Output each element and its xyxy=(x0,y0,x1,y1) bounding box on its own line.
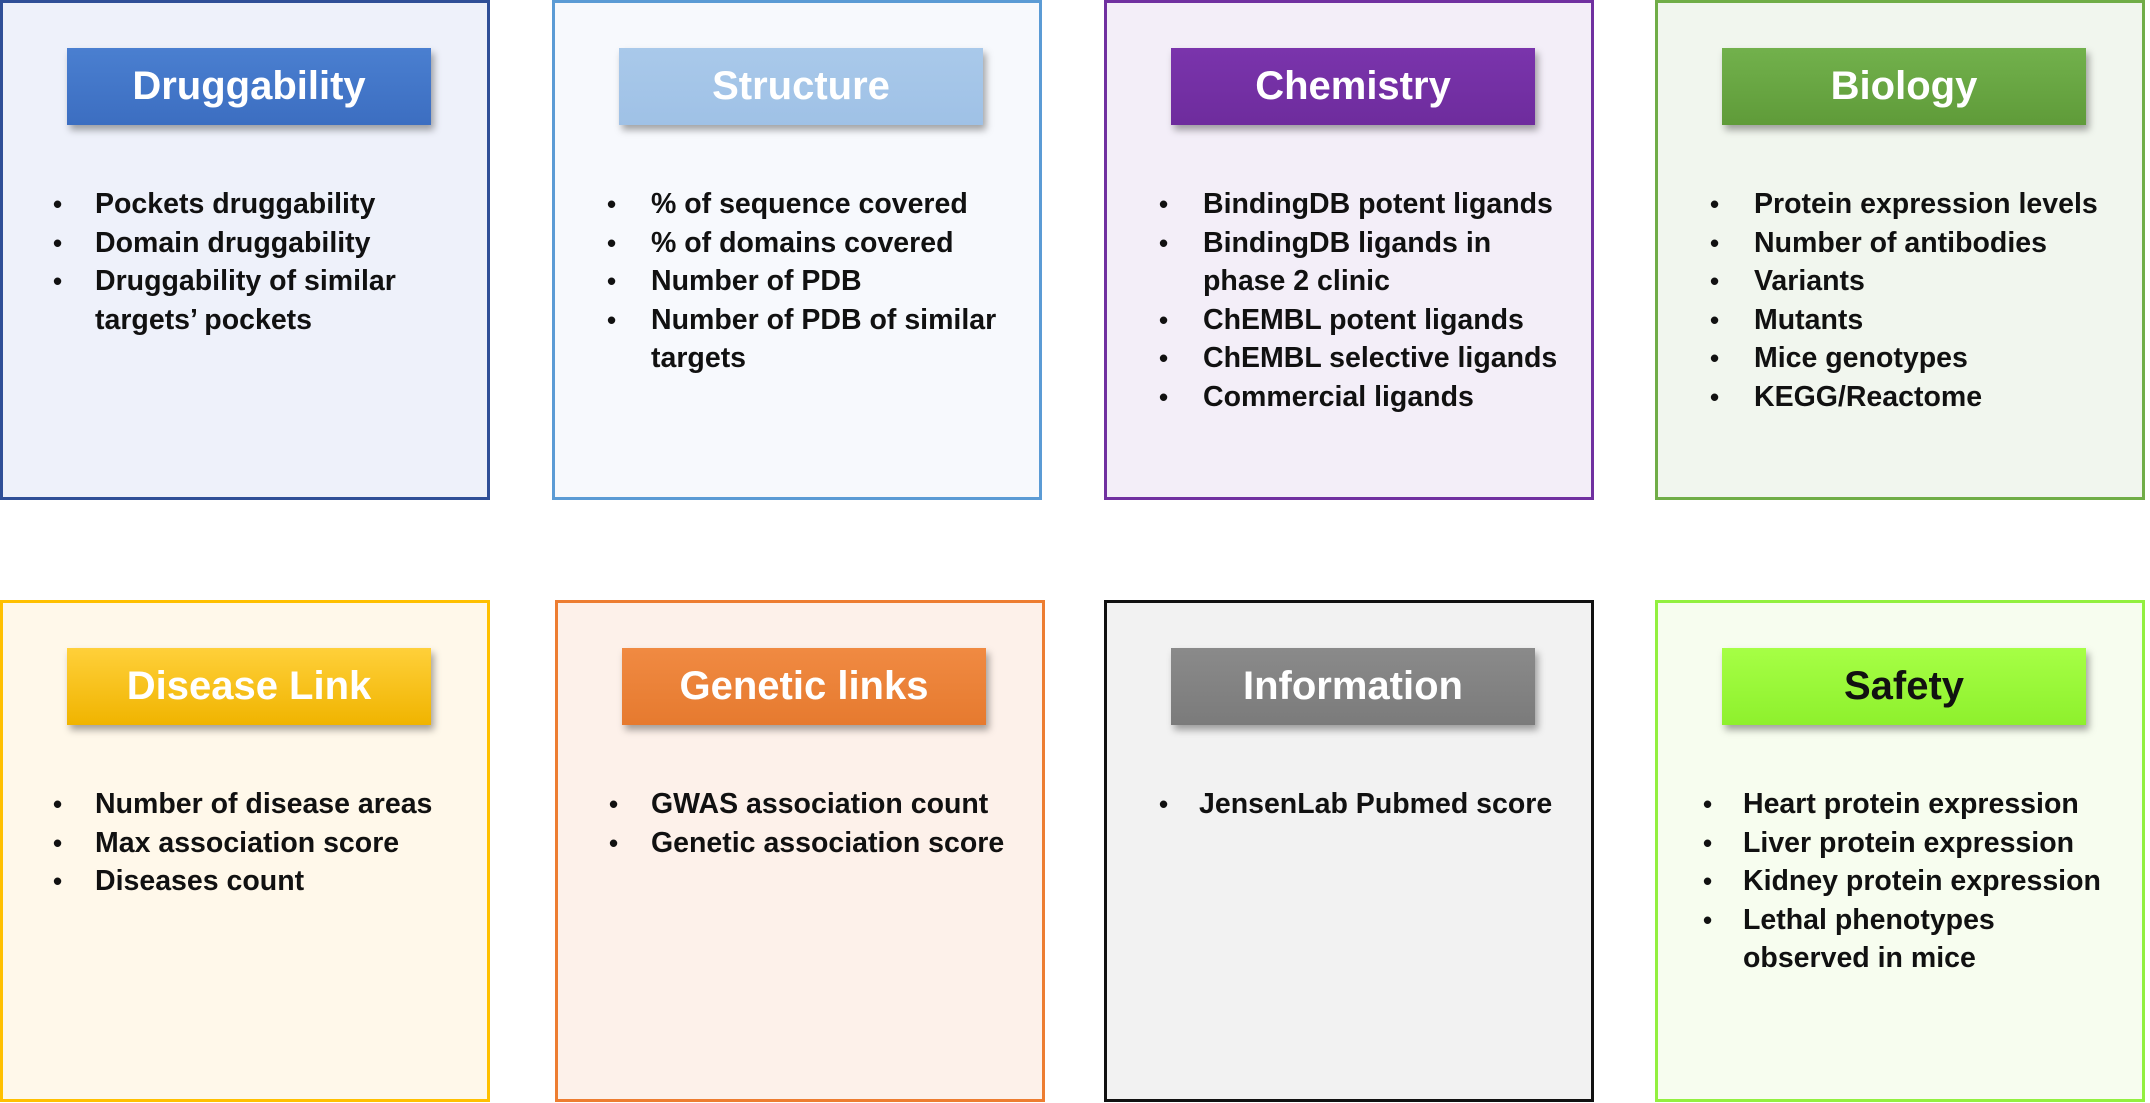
bullet-icon: • xyxy=(53,789,63,819)
bullet-icon: • xyxy=(1710,227,1720,258)
card-information: Information • JensenLab Pubmed score xyxy=(1104,600,1594,1102)
bullet-icon: • xyxy=(1159,304,1169,335)
bullet-icon: • xyxy=(607,266,617,296)
card-header-chemistry: Chemistry xyxy=(1171,48,1535,125)
list-item: • BindingDB potent ligands xyxy=(1107,185,1591,224)
bullet-icon: • xyxy=(1159,343,1169,373)
card-header-biology: Biology xyxy=(1722,48,2086,125)
bullet-icon: • xyxy=(1159,789,1169,819)
list-item: • GWAS association count xyxy=(558,785,1042,824)
list-item: • ChEMBL potent ligands xyxy=(1107,301,1591,340)
bullet-icon: • xyxy=(1703,866,1713,896)
list-item: • Number of PDB of similar targets xyxy=(555,301,1039,378)
list-item: • JensenLab Pubmed score xyxy=(1107,785,1591,824)
list-item: • Commercial ligands xyxy=(1107,378,1591,417)
bullet-icon: • xyxy=(53,189,63,219)
card-safety: Safety • Heart protein expression • Liver … xyxy=(1655,600,2145,1102)
card-title: Genetic links xyxy=(679,664,929,708)
bullet-icon: • xyxy=(53,227,63,258)
card-header-druggability: Druggability xyxy=(67,48,431,125)
card-title: Structure xyxy=(712,64,890,108)
bullet-icon: • xyxy=(53,866,63,896)
bullet-icon: • xyxy=(1703,789,1713,819)
bullet-icon: • xyxy=(53,266,63,296)
list-item: • Heart protein expression xyxy=(1658,785,2142,824)
bullet-icon: • xyxy=(53,827,63,858)
card-item-list: • BindingDB potent ligands • BindingDB lig… xyxy=(1107,185,1591,416)
list-item: • Mutants xyxy=(1658,301,2142,340)
list-item: •% of sequence covered xyxy=(555,185,1039,224)
list-item: • Variants xyxy=(1658,262,2142,301)
card-structure: Structure •% of sequence covered •% of d… xyxy=(552,0,1042,500)
card-header-safety: Safety xyxy=(1722,648,2086,725)
list-item: • Max association score xyxy=(3,824,487,863)
card-header-information: Information xyxy=(1171,648,1535,725)
list-item: • Mice genotypes xyxy=(1658,339,2142,378)
card-item-list: • Pockets druggability • Domain druggabili… xyxy=(3,185,487,339)
card-chemistry: Chemistry • BindingDB potent ligands • Bin… xyxy=(1104,0,1594,500)
bullet-icon: • xyxy=(609,789,619,819)
list-item: • ChEMBL selective ligands xyxy=(1107,339,1591,378)
card-item-list: • JensenLab Pubmed score xyxy=(1107,785,1591,824)
bullet-icon: • xyxy=(607,189,617,219)
list-item: • Genetic association score xyxy=(558,824,1042,863)
bullet-icon: • xyxy=(607,304,617,335)
card-item-list: • Protein expression levels • Number of an… xyxy=(1658,185,2142,416)
list-item: • Druggability of similar targets’ pocket… xyxy=(3,262,487,339)
card-title: Information xyxy=(1243,664,1463,708)
list-item: • Liver protein expression xyxy=(1658,824,2142,863)
card-title: Druggability xyxy=(132,64,366,108)
bullet-icon: • xyxy=(607,227,617,258)
list-item: • Kidney protein expression xyxy=(1658,862,2142,901)
list-item: • BindingDB ligands in phase 2 clinic xyxy=(1107,224,1591,301)
list-item: • Number of antibodies xyxy=(1658,224,2142,263)
card-title: Biology xyxy=(1830,64,1978,108)
card-title: Safety xyxy=(1843,664,1965,708)
list-item: • Number of PDB xyxy=(555,262,1039,301)
list-item: • KEGG/Reactome xyxy=(1658,378,2142,417)
list-item: • Lethal phenotypes observed in mice xyxy=(1658,901,2142,978)
card-druggability: Druggability • Pockets druggability • Doma… xyxy=(0,0,490,500)
list-item: •% of domains covered xyxy=(555,224,1039,263)
bullet-icon: • xyxy=(1159,189,1169,219)
card-header-genetic-links: Genetic links xyxy=(622,648,986,725)
card-title: Disease Link xyxy=(126,664,372,708)
card-title: Chemistry xyxy=(1255,64,1451,108)
card-biology: Biology • Protein expression levels • Numb… xyxy=(1655,0,2145,500)
list-item: • Number of disease areas xyxy=(3,785,487,824)
card-item-list: •% of sequence covered •% of domains cov… xyxy=(555,185,1039,378)
list-item: • Domain druggability xyxy=(3,224,487,263)
bullet-icon: • xyxy=(1703,904,1713,935)
card-item-list: • Number of disease areas • Max associatio… xyxy=(3,785,487,901)
list-item: • Protein expression levels xyxy=(1658,185,2142,224)
bullet-icon: • xyxy=(609,827,619,858)
bullet-icon: • xyxy=(1710,304,1720,335)
bullet-icon: • xyxy=(1710,189,1720,219)
bullet-icon: • xyxy=(1710,266,1720,296)
list-item: • Diseases count xyxy=(3,862,487,901)
bullet-icon: • xyxy=(1710,381,1720,412)
bullet-icon: • xyxy=(1703,827,1713,858)
card-item-list: • GWAS association count • Genetic associa… xyxy=(558,785,1042,862)
bullet-icon: • xyxy=(1159,381,1169,412)
bullet-icon: • xyxy=(1710,343,1720,373)
card-genetic-links: Genetic links • GWAS association count • G… xyxy=(555,600,1045,1102)
card-item-list: • Heart protein expression • Liver protein… xyxy=(1658,785,2142,978)
card-disease-link: Disease Link • Number of disease areas • M… xyxy=(0,600,490,1102)
card-header-structure: Structure xyxy=(619,48,983,125)
list-item: • Pockets druggability xyxy=(3,185,487,224)
card-header-disease-link: Disease Link xyxy=(67,648,431,725)
bullet-icon: • xyxy=(1159,227,1169,258)
